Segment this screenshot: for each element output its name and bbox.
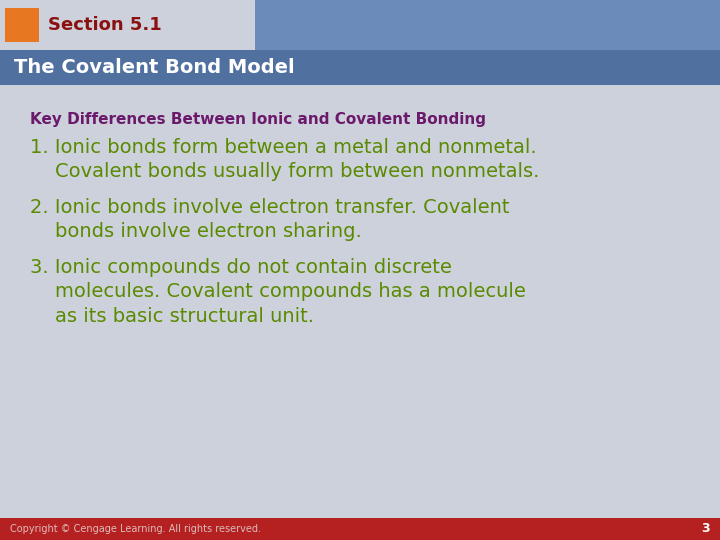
Bar xyxy=(5,8,39,42)
Bar xyxy=(0,0,720,50)
Text: 1. Ionic bonds form between a metal and nonmetal.
    Covalent bonds usually for: 1. Ionic bonds form between a metal and … xyxy=(30,138,539,181)
Text: 3: 3 xyxy=(701,523,710,536)
Text: 3. Ionic compounds do not contain discrete
    molecules. Covalent compounds has: 3. Ionic compounds do not contain discre… xyxy=(30,258,526,326)
Text: Copyright © Cengage Learning. All rights reserved.: Copyright © Cengage Learning. All rights… xyxy=(10,524,261,534)
Text: Section 5.1: Section 5.1 xyxy=(48,16,162,34)
Text: 2. Ionic bonds involve electron transfer. Covalent
    bonds involve electron sh: 2. Ionic bonds involve electron transfer… xyxy=(30,198,510,241)
Text: Key Differences Between Ionic and Covalent Bonding: Key Differences Between Ionic and Covale… xyxy=(30,112,486,127)
Bar xyxy=(0,518,720,540)
FancyBboxPatch shape xyxy=(0,0,255,50)
Text: The Covalent Bond Model: The Covalent Bond Model xyxy=(14,58,294,77)
Bar xyxy=(0,50,720,85)
